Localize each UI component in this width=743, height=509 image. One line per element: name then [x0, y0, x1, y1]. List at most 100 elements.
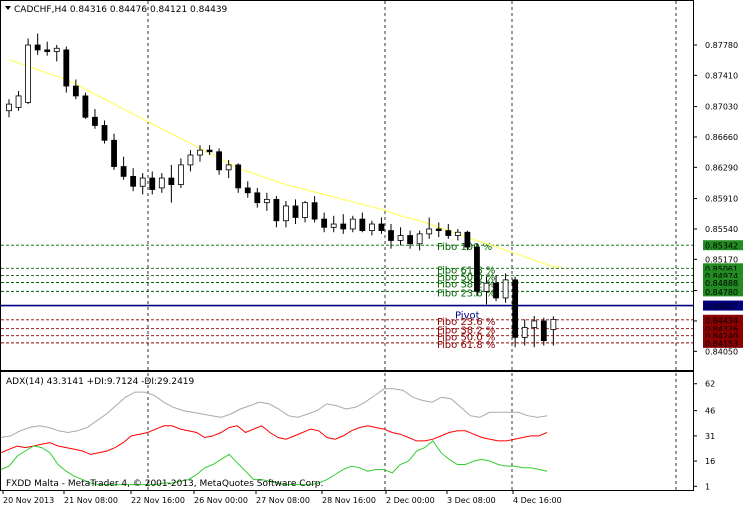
level-price-text: 0.84240	[705, 332, 738, 341]
candle-body	[321, 218, 328, 228]
candle-body	[235, 164, 242, 189]
level-price-text: 0.85342	[705, 242, 738, 251]
candle-body	[340, 223, 347, 230]
candle-body	[130, 175, 137, 187]
moving-average-line	[8, 59, 562, 268]
candle-body	[540, 320, 547, 342]
candlesticks	[6, 33, 557, 348]
candle-body	[92, 116, 98, 126]
level-price-text: 0.84780	[705, 288, 738, 297]
price-label: 0.87030	[705, 103, 738, 112]
candle-body	[158, 177, 165, 189]
level-price-text: 0.85061	[705, 265, 738, 274]
candle-body	[34, 44, 41, 51]
candle-body	[474, 246, 480, 292]
candle-body	[512, 279, 519, 338]
candle-body	[244, 187, 251, 194]
candle-body	[177, 164, 184, 186]
level-label: Fibo 38.2 %	[437, 280, 495, 291]
level-label: Fibo 50.0 %	[437, 272, 495, 283]
price-label: 0.85540	[705, 225, 738, 234]
candle-body	[302, 202, 308, 218]
candle-body	[15, 95, 22, 108]
time-label: 21 Nov 08:00	[64, 496, 118, 505]
level-price-box	[703, 314, 743, 325]
level-price-text: 0.84153	[705, 339, 738, 348]
candle-body	[445, 230, 452, 236]
time-label: 20 Nov 2013	[3, 496, 54, 505]
candle-body	[454, 231, 461, 236]
candle-body	[273, 198, 280, 222]
candle-body	[53, 47, 60, 52]
time-label: 4 Dec 16:00	[513, 496, 562, 505]
candle-body	[263, 198, 270, 204]
level-label: Fibo 50.0 %	[437, 333, 495, 344]
candle-body	[197, 149, 203, 156]
candle-body	[368, 223, 375, 231]
price-label: 0.86290	[705, 163, 738, 172]
minus-di-line	[0, 425, 548, 455]
candle-body	[149, 177, 156, 190]
price-label: 0.85170	[705, 255, 738, 264]
candle-body	[292, 205, 299, 218]
level-label: Pivot	[455, 311, 480, 322]
level-label: Fibo 61.8 %	[437, 340, 495, 351]
candle-body	[464, 231, 471, 248]
level-label: Fibo 38.2 %	[437, 326, 495, 337]
candle-body	[254, 192, 261, 204]
fibo-pivot-levels: Fibo 100 %Fibo 61.8 %Fibo 50.0 %Fibo 38.…	[1, 242, 693, 351]
adx-scale-label: 16	[705, 457, 715, 466]
level-price-box	[703, 263, 743, 274]
candle-body	[416, 233, 423, 245]
adx-scale-label: 62	[705, 380, 715, 389]
time-label: 22 Nov 16:00	[131, 496, 185, 505]
adx-line	[0, 388, 548, 438]
candle-body	[521, 327, 528, 338]
time-axis: 20 Nov 2013 21 Nov 08:00 22 Nov 16:00 26 No…	[2, 490, 562, 505]
level-price-box	[703, 323, 743, 334]
candle-body	[311, 202, 318, 220]
level-price-text: 0.84974	[705, 272, 738, 281]
level-price-box	[703, 330, 743, 341]
level-price-box	[703, 277, 743, 288]
level-price-box	[703, 286, 743, 297]
plus-di-line	[0, 440, 548, 486]
candle-body	[435, 228, 442, 231]
main-pane[interactable]	[0, 0, 694, 371]
candle-body	[426, 228, 433, 235]
candle-body	[283, 205, 289, 222]
candle-body	[349, 218, 356, 230]
candle-body	[139, 177, 146, 187]
candle-body	[206, 149, 213, 153]
candle-body	[72, 85, 79, 97]
collapse-arrow-icon[interactable]	[5, 6, 11, 10]
adx-scale-label: 1	[705, 482, 710, 491]
candle-body	[82, 95, 89, 118]
price-label: 0.85910	[705, 195, 738, 204]
level-price-box	[703, 240, 743, 251]
adx-scale: 62 46 31 16 1	[693, 380, 715, 491]
adx-title: ADX(14) 43.3141 +DI:9.7124 -DI:29.2419	[6, 377, 195, 387]
time-label: 28 Nov 16:00	[322, 496, 376, 505]
candle-body	[25, 44, 32, 103]
price-label: 0.84050	[705, 347, 738, 356]
candle-body	[44, 49, 51, 52]
candle-body	[407, 235, 414, 245]
level-label: Fibo 23.6 %	[437, 288, 495, 299]
level-price-box	[703, 300, 743, 311]
level-label: Fibo 23.6 %	[437, 317, 495, 328]
time-label: 27 Nov 08:00	[256, 496, 310, 505]
adx-pane[interactable]	[0, 371, 694, 491]
adx-scale-label: 46	[705, 407, 715, 416]
candle-body	[225, 164, 232, 171]
candle-body	[493, 282, 499, 299]
candle-body	[378, 223, 385, 231]
candle-body	[531, 320, 538, 328]
level-price-box	[703, 337, 743, 348]
candle-body	[111, 139, 117, 167]
candle-body	[187, 154, 194, 166]
candle-body	[330, 223, 337, 228]
time-label: 2 Dec 00:00	[386, 496, 435, 505]
